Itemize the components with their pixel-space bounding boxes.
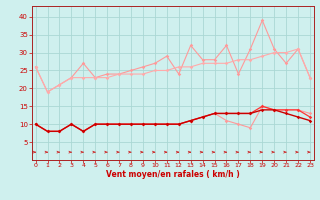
- X-axis label: Vent moyen/en rafales ( km/h ): Vent moyen/en rafales ( km/h ): [106, 170, 240, 179]
